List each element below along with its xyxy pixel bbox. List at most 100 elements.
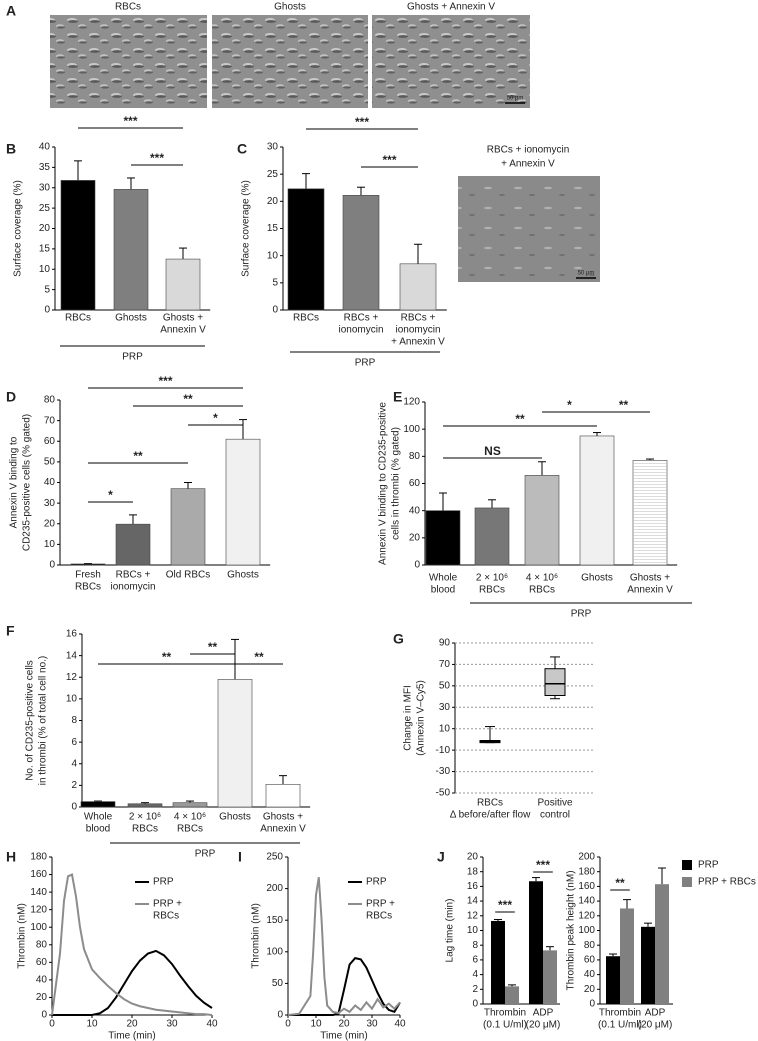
scale-bar-label: 50 μm bbox=[578, 271, 595, 277]
significance-label: *** bbox=[158, 374, 172, 388]
x-tick-label: 0 bbox=[285, 1019, 291, 1030]
bar bbox=[265, 783, 301, 808]
y-tick-label: 10 bbox=[66, 694, 78, 705]
line-series bbox=[287, 877, 401, 1016]
panel-letter: J bbox=[437, 849, 445, 865]
significance-label: ** bbox=[133, 449, 143, 463]
significance-label: *** bbox=[536, 858, 550, 872]
x-tick-label: RBCs bbox=[529, 585, 555, 596]
box bbox=[544, 668, 566, 697]
image-label: Ghosts + Annexin V bbox=[407, 2, 495, 13]
y-tick-label: 100 bbox=[266, 946, 283, 957]
y-axis-label: Thrombin peak height (nM) bbox=[566, 870, 577, 990]
significance-label: * bbox=[213, 411, 218, 425]
x-tick-label: Ghosts bbox=[227, 570, 259, 581]
bar bbox=[80, 801, 116, 808]
y-tick-label: 30 bbox=[267, 142, 279, 153]
group-label: PRP bbox=[122, 352, 143, 363]
y-tick-label: 50 bbox=[439, 680, 451, 691]
y-tick-label: 120 bbox=[30, 904, 47, 915]
y-tick-label: 25 bbox=[267, 169, 279, 180]
panel-letter: G bbox=[393, 631, 404, 647]
y-axis-label: Surface coverage (%) bbox=[13, 180, 24, 277]
inset-title: + Annexin V bbox=[501, 159, 555, 170]
bar bbox=[655, 884, 669, 1004]
x-tick-label: RBCs bbox=[132, 824, 158, 835]
y-tick-label: 0 bbox=[472, 999, 478, 1010]
significance-label: *** bbox=[498, 898, 512, 912]
y-tick-label: 35 bbox=[39, 162, 51, 173]
y-tick-label: 0 bbox=[71, 802, 77, 813]
y-tick-label: 40 bbox=[39, 142, 51, 153]
y-tick-label: 90 bbox=[439, 638, 451, 649]
bar bbox=[113, 189, 149, 311]
x-tick-label: (0.1 U/ml) bbox=[483, 1020, 527, 1031]
micrograph bbox=[50, 15, 207, 108]
x-tick-label: 20 bbox=[338, 1019, 350, 1030]
bar bbox=[529, 881, 543, 1004]
bar bbox=[127, 803, 163, 808]
image-label: Ghosts bbox=[274, 2, 306, 13]
y-tick-label: 70 bbox=[439, 659, 451, 670]
y-tick-label: 160 bbox=[30, 869, 47, 880]
y-tick-label: 50 bbox=[44, 457, 56, 468]
y-tick-label: 80 bbox=[409, 451, 421, 462]
x-tick-label: (0.1 U/ml) bbox=[598, 1020, 642, 1031]
x-tick-label: 40 bbox=[394, 1019, 406, 1030]
y-tick-label: 80 bbox=[584, 940, 596, 951]
y-tick-label: 0 bbox=[41, 1010, 47, 1021]
legend-label: PRP bbox=[698, 860, 719, 871]
x-tick-label: 30 bbox=[166, 1019, 178, 1030]
x-tick-label: Thrombin bbox=[599, 1008, 641, 1019]
y-tick-label: 180 bbox=[578, 866, 595, 877]
legend-label: PRP + bbox=[153, 899, 182, 910]
x-tick-label: 40 bbox=[206, 1019, 218, 1030]
inset-title: RBCs + ionomycin bbox=[487, 145, 570, 156]
y-tick-label: 150 bbox=[266, 915, 283, 926]
y-axis-label: No. of CD235-positive cells bbox=[25, 660, 36, 781]
group-label: PRP bbox=[195, 849, 216, 860]
x-tick-label: blood bbox=[431, 585, 455, 596]
y-tick-label: 60 bbox=[44, 436, 56, 447]
y-tick-label: 60 bbox=[409, 478, 421, 489]
x-tick-label: Positive bbox=[537, 798, 572, 809]
y-tick-label: 20 bbox=[267, 196, 279, 207]
y-axis-label: Thrombin (nM) bbox=[17, 903, 28, 969]
y-tick-label: 0 bbox=[272, 305, 278, 316]
y-tick-label: 15 bbox=[39, 244, 51, 255]
y-tick-label: 0 bbox=[49, 560, 55, 571]
panel-letter: E bbox=[393, 389, 402, 405]
y-tick-label: 18 bbox=[467, 866, 479, 877]
y-tick-label: 16 bbox=[66, 629, 78, 640]
bar bbox=[641, 926, 655, 1004]
y-tick-label: 25 bbox=[39, 203, 51, 214]
y-tick-label: 200 bbox=[578, 852, 595, 863]
y-tick-label: 40 bbox=[409, 505, 421, 516]
x-tick-label: ionomycin bbox=[338, 325, 383, 336]
y-axis-label: cells in thrombi (% gated) bbox=[391, 427, 402, 540]
bar bbox=[543, 950, 557, 1004]
y-axis-label: CD235-positive cells (% gated) bbox=[22, 414, 33, 551]
bar bbox=[491, 920, 505, 1004]
x-tick-label: RBCs + bbox=[344, 313, 379, 324]
x-tick-label: Fresh bbox=[75, 570, 101, 581]
legend-swatch bbox=[682, 877, 692, 887]
x-tick-label: 30 bbox=[366, 1019, 378, 1030]
x-tick-label: Whole bbox=[429, 573, 458, 584]
y-tick-label: 60 bbox=[584, 955, 596, 966]
x-tick-label: RBCs bbox=[75, 582, 101, 593]
y-tick-label: 10 bbox=[439, 723, 451, 734]
significance-label: * bbox=[567, 398, 572, 412]
y-tick-label: -30 bbox=[436, 766, 451, 777]
y-tick-label: 100 bbox=[578, 925, 595, 936]
y-tick-label: 4 bbox=[472, 969, 478, 980]
y-tick-label: 6 bbox=[71, 737, 77, 748]
y-tick-label: 120 bbox=[578, 910, 595, 921]
x-tick-label: ADP bbox=[645, 1008, 666, 1019]
significance-label: ** bbox=[162, 650, 172, 664]
panel-letter: C bbox=[237, 141, 247, 157]
y-tick-label: 5 bbox=[44, 284, 50, 295]
legend-swatch bbox=[682, 860, 692, 870]
y-tick-label: 30 bbox=[439, 702, 451, 713]
x-tick-label: ionomycin bbox=[110, 582, 155, 593]
